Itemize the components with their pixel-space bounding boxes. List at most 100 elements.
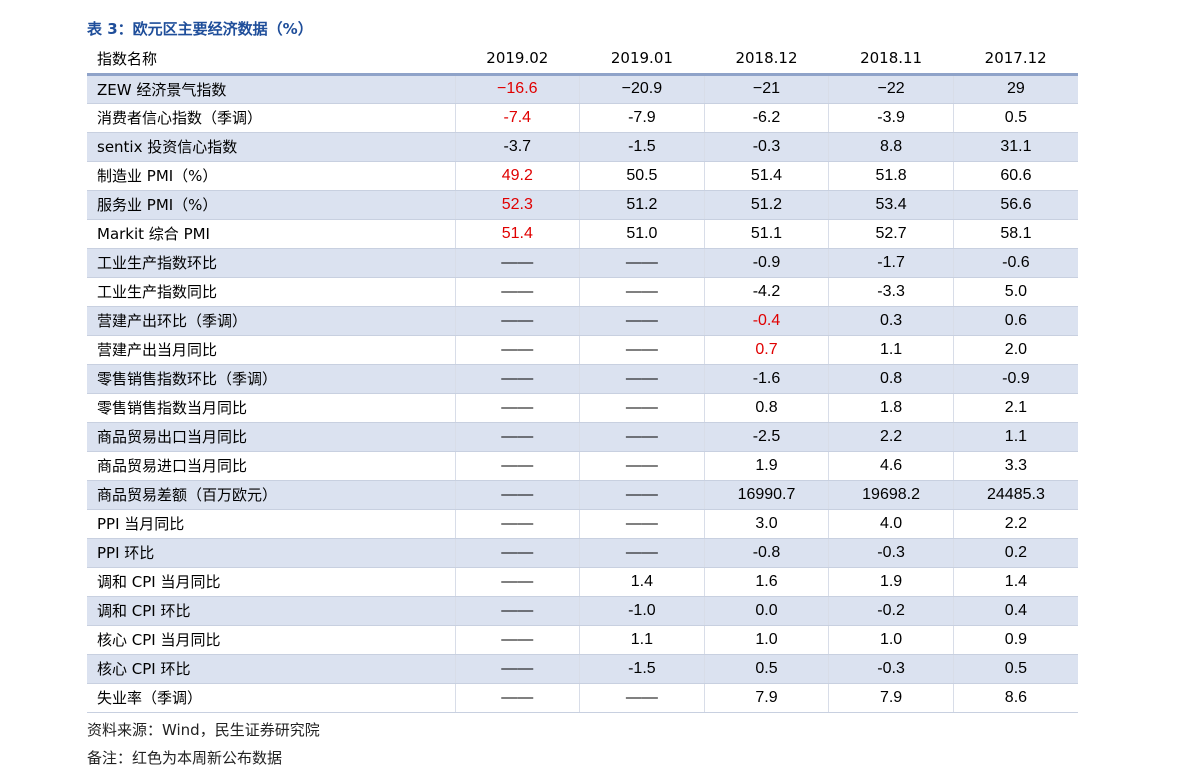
value-cell: -0.2 — [828, 596, 954, 626]
value-cell: 1.9 — [703, 451, 829, 481]
value-cell: -1.6 — [703, 364, 829, 394]
table-row: 营建产出环比（季调） —— —— -0.4 0.3 0.6 — [87, 306, 1078, 336]
value-cell: 1.6 — [703, 567, 829, 597]
value-cell: —— — [454, 393, 580, 423]
row-label: 失业率（季调） — [87, 683, 455, 713]
value-cell: -0.8 — [703, 538, 829, 568]
value-cell: 51.4 — [454, 219, 580, 249]
table-row: Markit 综合 PMI 51.4 51.0 51.1 52.7 58.1 — [87, 219, 1078, 249]
value-cell: —— — [579, 422, 705, 452]
row-label: PPI 当月同比 — [87, 509, 455, 539]
value-cell: 8.8 — [828, 132, 954, 162]
value-cell: 29 — [952, 74, 1078, 104]
value-cell: 4.0 — [828, 509, 954, 539]
table-title: 表 3：欧元区主要经济数据（%） — [87, 20, 313, 38]
value-cell: 51.4 — [703, 161, 829, 191]
value-cell: −16.6 — [454, 74, 580, 104]
header-cell: 指数名称 — [87, 44, 455, 76]
row-label: 营建产出环比（季调） — [87, 306, 455, 336]
row-label: 工业生产指数环比 — [87, 248, 455, 278]
value-cell: 1.1 — [579, 625, 705, 655]
value-cell: −22 — [828, 74, 954, 104]
header-cell: 2018.11 — [828, 44, 954, 76]
value-cell: —— — [454, 509, 580, 539]
value-cell: —— — [454, 335, 580, 365]
table-row: 零售销售指数环比（季调） —— —— -1.6 0.8 -0.9 — [87, 364, 1078, 394]
value-cell: —— — [579, 538, 705, 568]
row-label: 商品贸易出口当月同比 — [87, 422, 455, 452]
value-cell: 2.1 — [952, 393, 1078, 423]
value-cell: 19698.2 — [828, 480, 954, 510]
row-label: 制造业 PMI（%） — [87, 161, 455, 191]
value-cell: 24485.3 — [952, 480, 1078, 510]
value-cell: -3.7 — [454, 132, 580, 162]
row-label: ZEW 经济景气指数 — [87, 74, 455, 104]
value-cell: 2.2 — [828, 422, 954, 452]
table-row: 服务业 PMI（%） 52.3 51.2 51.2 53.4 56.6 — [87, 190, 1078, 220]
value-cell: —— — [579, 509, 705, 539]
value-cell: 51.1 — [703, 219, 829, 249]
value-cell: 51.2 — [579, 190, 705, 220]
table-row: 工业生产指数环比 —— —— -0.9 -1.7 -0.6 — [87, 248, 1078, 278]
value-cell: 31.1 — [952, 132, 1078, 162]
value-cell: -3.3 — [828, 277, 954, 307]
source: 资料来源：Wind，民生证券研究院 — [87, 721, 320, 739]
value-cell: -0.6 — [952, 248, 1078, 278]
value-cell: 5.0 — [952, 277, 1078, 307]
value-cell: —— — [579, 683, 705, 713]
value-cell: 3.3 — [952, 451, 1078, 481]
row-label: 服务业 PMI（%） — [87, 190, 455, 220]
row-label: 核心 CPI 当月同比 — [87, 625, 455, 655]
table-row: ZEW 经济景气指数 −16.6 −20.9 −21 −22 29 — [87, 74, 1078, 104]
value-cell: -0.3 — [828, 538, 954, 568]
value-cell: —— — [579, 306, 705, 336]
value-cell: —— — [579, 451, 705, 481]
row-label: 核心 CPI 环比 — [87, 654, 455, 684]
value-cell: -1.5 — [579, 654, 705, 684]
header-cell: 2019.02 — [455, 44, 580, 76]
value-cell: 51.2 — [703, 190, 829, 220]
value-cell: -0.3 — [828, 654, 954, 684]
header-row: 指数名称 2019.02 2019.01 2018.12 2018.11 2017.12 — [87, 44, 1078, 76]
value-cell: —— — [454, 422, 580, 452]
value-cell: —— — [579, 364, 705, 394]
table-row: 商品贸易差额（百万欧元） —— —— 16990.7 19698.2 24485.3 — [87, 480, 1078, 510]
value-cell: —— — [454, 625, 580, 655]
table-row: 制造业 PMI（%） 49.2 50.5 51.4 51.8 60.6 — [87, 161, 1078, 191]
value-cell: —— — [454, 567, 580, 597]
value-cell: —— — [454, 683, 580, 713]
table-row: PPI 当月同比 —— —— 3.0 4.0 2.2 — [87, 509, 1078, 539]
value-cell: —— — [454, 277, 580, 307]
value-cell: -1.7 — [828, 248, 954, 278]
value-cell: -6.2 — [703, 103, 829, 133]
value-cell: 52.7 — [828, 219, 954, 249]
value-cell: —— — [454, 654, 580, 684]
value-cell: 1.0 — [703, 625, 829, 655]
row-label: 零售销售指数环比（季调） — [87, 364, 455, 394]
value-cell: -0.9 — [952, 364, 1078, 394]
value-cell: 4.6 — [828, 451, 954, 481]
row-label: 工业生产指数同比 — [87, 277, 455, 307]
value-cell: —— — [454, 596, 580, 626]
value-cell: 1.0 — [828, 625, 954, 655]
row-label: 营建产出当月同比 — [87, 335, 455, 365]
table-row: 零售销售指数当月同比 —— —— 0.8 1.8 2.1 — [87, 393, 1078, 423]
table-row: 营建产出当月同比 —— —— 0.7 1.1 2.0 — [87, 335, 1078, 365]
value-cell: -0.3 — [703, 132, 829, 162]
value-cell: 53.4 — [828, 190, 954, 220]
value-cell: —— — [579, 335, 705, 365]
value-cell: 16990.7 — [703, 480, 829, 510]
value-cell: —— — [454, 248, 580, 278]
value-cell: 49.2 — [454, 161, 580, 191]
value-cell: 0.5 — [952, 103, 1078, 133]
value-cell: -0.4 — [703, 306, 829, 336]
table-row: 核心 CPI 环比 —— -1.5 0.5 -0.3 0.5 — [87, 654, 1078, 684]
value-cell: —— — [454, 451, 580, 481]
value-cell: —— — [454, 538, 580, 568]
value-cell: 1.9 — [828, 567, 954, 597]
value-cell: 0.4 — [952, 596, 1078, 626]
value-cell: 2.2 — [952, 509, 1078, 539]
row-label: 零售销售指数当月同比 — [87, 393, 455, 423]
value-cell: 58.1 — [952, 219, 1078, 249]
